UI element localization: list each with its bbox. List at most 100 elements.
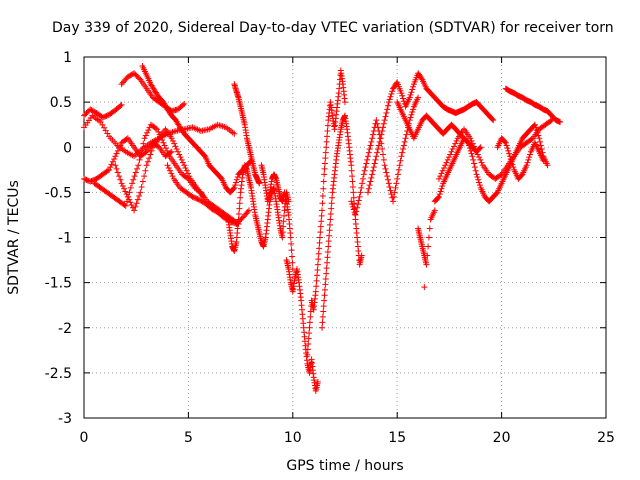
data-point (133, 72, 140, 79)
data-point (366, 146, 373, 153)
data-point (471, 164, 478, 171)
data-point (119, 79, 126, 86)
data-point (319, 319, 326, 326)
data-point (118, 81, 125, 88)
data-point (106, 166, 113, 173)
data-point (424, 252, 431, 259)
data-point (322, 155, 329, 162)
data-point (380, 151, 387, 158)
data-point (315, 250, 322, 257)
data-point (532, 124, 539, 131)
data-point (154, 143, 161, 150)
data-point (256, 180, 263, 187)
data-point (312, 288, 319, 295)
data-point (469, 153, 476, 160)
data-point (118, 101, 125, 108)
data-point (179, 102, 186, 109)
data-point (280, 223, 287, 230)
data-point (466, 142, 473, 149)
data-point (162, 145, 169, 152)
series-track-t (435, 117, 555, 182)
data-point (197, 197, 204, 204)
data-point (280, 218, 287, 225)
data-point (155, 128, 162, 135)
data-point (141, 135, 148, 142)
data-point (435, 175, 442, 182)
data-point (321, 160, 328, 167)
data-point (129, 180, 136, 187)
data-point (474, 151, 481, 158)
data-point (476, 154, 483, 161)
data-point (365, 185, 372, 192)
data-point (245, 207, 252, 214)
data-point (230, 185, 237, 192)
data-point (504, 145, 511, 152)
data-point (423, 261, 430, 268)
data-point (91, 108, 98, 115)
data-point (350, 189, 357, 196)
data-point (287, 234, 294, 241)
data-point (320, 178, 327, 185)
data-point (141, 173, 148, 180)
data-point (316, 239, 323, 246)
series-track-n (319, 112, 365, 331)
data-point (426, 225, 433, 232)
data-point (387, 187, 394, 194)
data-point (437, 173, 444, 180)
data-point (81, 175, 87, 182)
data-point (168, 148, 175, 155)
data-point (117, 176, 124, 183)
data-point (193, 195, 200, 202)
data-point (358, 184, 365, 191)
data-point (171, 140, 178, 147)
data-point (473, 171, 480, 178)
data-point (350, 194, 357, 201)
data-point (476, 182, 483, 189)
data-point (325, 238, 332, 245)
data-point (376, 138, 383, 145)
data-point (406, 94, 413, 101)
data-point (87, 106, 94, 113)
data-point (364, 189, 371, 196)
data-point (453, 137, 460, 144)
data-point (502, 139, 509, 146)
series-track-v (494, 135, 547, 182)
data-point (234, 174, 241, 181)
data-point (536, 135, 543, 142)
data-point (314, 266, 321, 273)
data-point (168, 135, 175, 142)
data-point (130, 176, 137, 183)
data-point (526, 154, 533, 161)
data-point (386, 183, 393, 190)
data-point (385, 102, 392, 109)
data-point (104, 112, 111, 119)
data-point (377, 135, 384, 142)
data-point (288, 253, 295, 260)
data-point (131, 173, 138, 180)
axis-ticks: 0 5 10 15 20 25 1 0.5 0 -0.5 -1 -1.5 -2 -2.5 -3 (45, 50, 615, 446)
data-point (124, 73, 131, 80)
data-point (368, 138, 375, 145)
data-point (395, 166, 402, 173)
data-point (388, 191, 395, 198)
data-point (371, 160, 378, 167)
data-point (394, 175, 401, 182)
data-point (409, 86, 416, 93)
data-point (208, 205, 215, 212)
data-point (173, 146, 180, 153)
data-point (231, 184, 238, 191)
data-point (235, 216, 242, 223)
data-point (388, 91, 395, 98)
data-point (408, 111, 415, 118)
data-point (435, 193, 442, 200)
data-point (324, 254, 331, 261)
data-point (83, 176, 90, 183)
data-point (369, 135, 376, 142)
data-point (172, 143, 179, 150)
data-point (324, 128, 331, 135)
data-point (471, 160, 478, 167)
data-point (116, 145, 123, 152)
data-point (540, 157, 547, 164)
data-point (365, 149, 372, 156)
data-point (319, 192, 326, 199)
